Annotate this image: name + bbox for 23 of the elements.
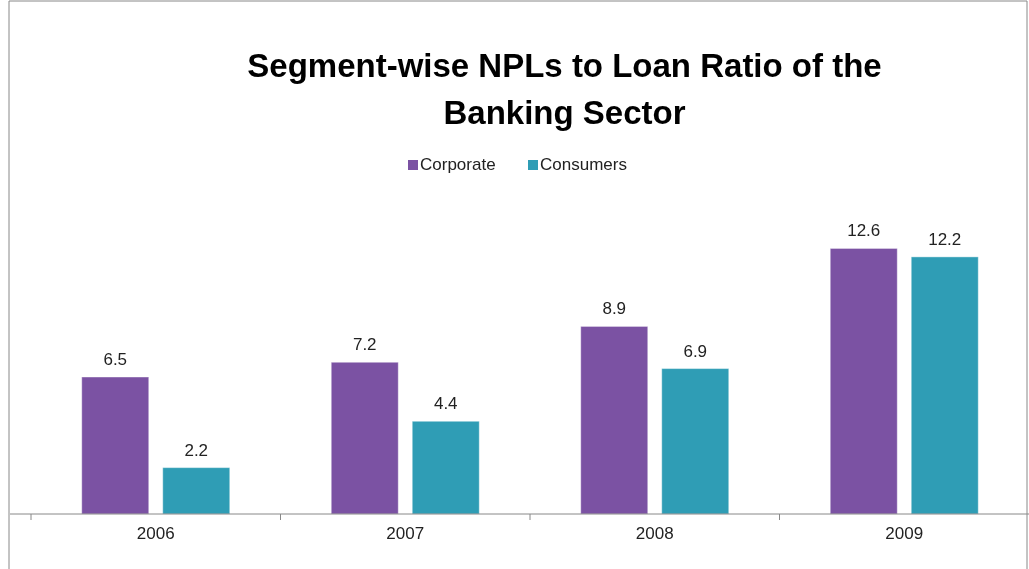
x-tick-label: 2006 [136, 524, 175, 543]
x-tick-label: 2007 [386, 524, 425, 543]
bar [330, 361, 399, 515]
bar [81, 376, 150, 515]
data-label: 6.5 [103, 350, 128, 370]
legend-label: Corporate [420, 155, 496, 174]
bar [580, 325, 649, 515]
data-label: 6.9 [683, 341, 708, 361]
data-label: 4.4 [433, 394, 458, 414]
data-label: 12.6 [847, 221, 881, 241]
x-tick-label: 2008 [635, 524, 674, 543]
bar [661, 368, 730, 515]
bar [910, 256, 979, 515]
data-label: 8.9 [602, 299, 627, 319]
legend-label: Consumers [540, 155, 627, 174]
data-label: 2.2 [184, 440, 209, 460]
bar [162, 467, 231, 515]
data-label: 7.2 [352, 335, 377, 355]
bar [411, 420, 480, 515]
chart-title: Segment-wise NPLs to Loan Ratio of the Banking Sector [247, 47, 882, 131]
bar [829, 247, 898, 515]
x-tick-label: 2009 [885, 524, 924, 543]
data-label: 12.2 [928, 229, 962, 249]
